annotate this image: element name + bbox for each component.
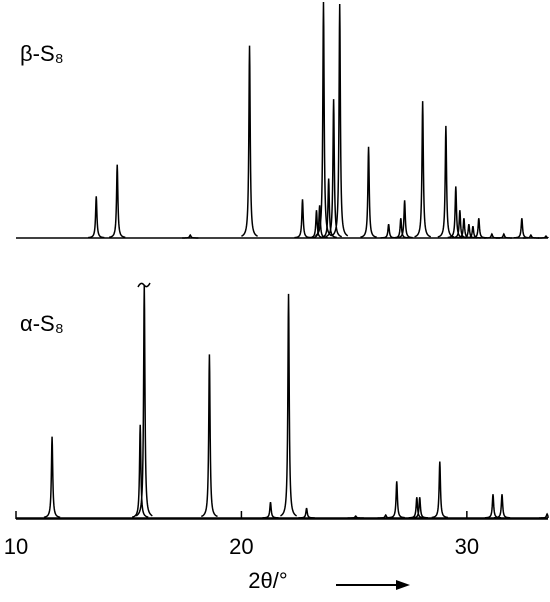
peak [388,481,405,519]
peak [135,284,153,517]
peak [262,502,279,519]
x-axis-label: 2θ/° [248,568,287,593]
peak [298,507,315,519]
peak [325,99,342,238]
x-tick-label: 10 [4,534,28,559]
peak [331,3,349,237]
peak [495,232,512,239]
peak [360,146,377,238]
peak [43,436,61,518]
peak [538,512,549,519]
peak [493,494,511,519]
peak [380,223,397,239]
peak [513,218,530,239]
peak [431,461,449,519]
peak [280,293,297,517]
peak [131,424,149,518]
peak [88,196,105,239]
peak [464,225,482,239]
peak [414,101,432,238]
peak [408,497,425,519]
series-label: β-S₈ [20,41,64,66]
peak [182,233,199,239]
peak [396,200,413,239]
peak [320,178,337,239]
peak [201,354,218,518]
peak [311,205,328,239]
peak [411,497,428,519]
x-tick-label: 20 [229,534,253,559]
peak [241,45,258,237]
series-label: α-S₈ [20,311,64,336]
x-tick-label: 30 [455,534,479,559]
peak [294,199,311,239]
peak [437,125,455,238]
peak [484,494,502,519]
peak [108,164,126,239]
peak [347,515,364,519]
peak [522,233,539,239]
arrow [336,580,410,590]
peak [537,235,549,239]
peak [392,218,409,239]
